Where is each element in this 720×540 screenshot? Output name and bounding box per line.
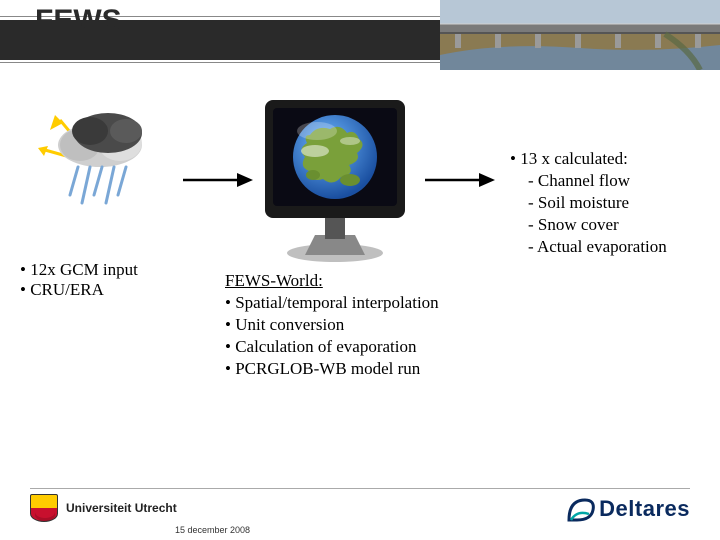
arrow-left-icon: [183, 170, 253, 190]
slide-content: • 12x GCM input • CRU/ERA FEWS-World:: [0, 70, 720, 480]
fews-world-title: FEWS-World:: [225, 270, 439, 292]
output-i4: - Actual evaporation: [528, 236, 667, 258]
output-title: • 13 x calculated:: [510, 148, 667, 170]
deltares-mark-icon: [567, 496, 595, 522]
footer-rule: [30, 488, 690, 489]
uu-logo: Universiteit Utrecht: [30, 494, 177, 522]
fews-world-b2: • Unit conversion: [225, 314, 439, 336]
output-i1: - Channel flow: [528, 170, 667, 192]
fews-world-b1: • Spatial/temporal interpolation: [225, 292, 439, 314]
slide-header: FEWS: [0, 0, 720, 70]
output-i2: - Soil moisture: [528, 192, 667, 214]
slide-footer: Universiteit Utrecht 15 december 2008 De…: [0, 480, 720, 540]
input-bullets: • 12x GCM input • CRU/ERA: [20, 260, 138, 300]
monitor-icon: [255, 95, 415, 265]
output-block: • 13 x calculated: - Channel flow - Soil…: [510, 148, 667, 258]
output-i3: - Snow cover: [528, 214, 667, 236]
deltares-text: Deltares: [599, 496, 690, 522]
input-line-1: • 12x GCM input: [20, 260, 138, 280]
slide-title: FEWS: [35, 4, 122, 38]
rain-cloud-icon: [30, 95, 170, 235]
header-photo: [440, 0, 720, 70]
fews-world-b3: • Calculation of evaporation: [225, 336, 439, 358]
uu-shield-icon: [30, 494, 58, 522]
arrow-right-icon: [425, 170, 495, 190]
uu-text: Universiteit Utrecht: [66, 501, 177, 515]
footer-date: 15 december 2008: [175, 525, 250, 535]
fews-world-block: FEWS-World: • Spatial/temporal interpola…: [225, 270, 439, 380]
fews-world-b4: • PCRGLOB-WB model run: [225, 358, 439, 380]
deltares-logo: Deltares: [567, 496, 690, 522]
input-line-2: • CRU/ERA: [20, 280, 138, 300]
